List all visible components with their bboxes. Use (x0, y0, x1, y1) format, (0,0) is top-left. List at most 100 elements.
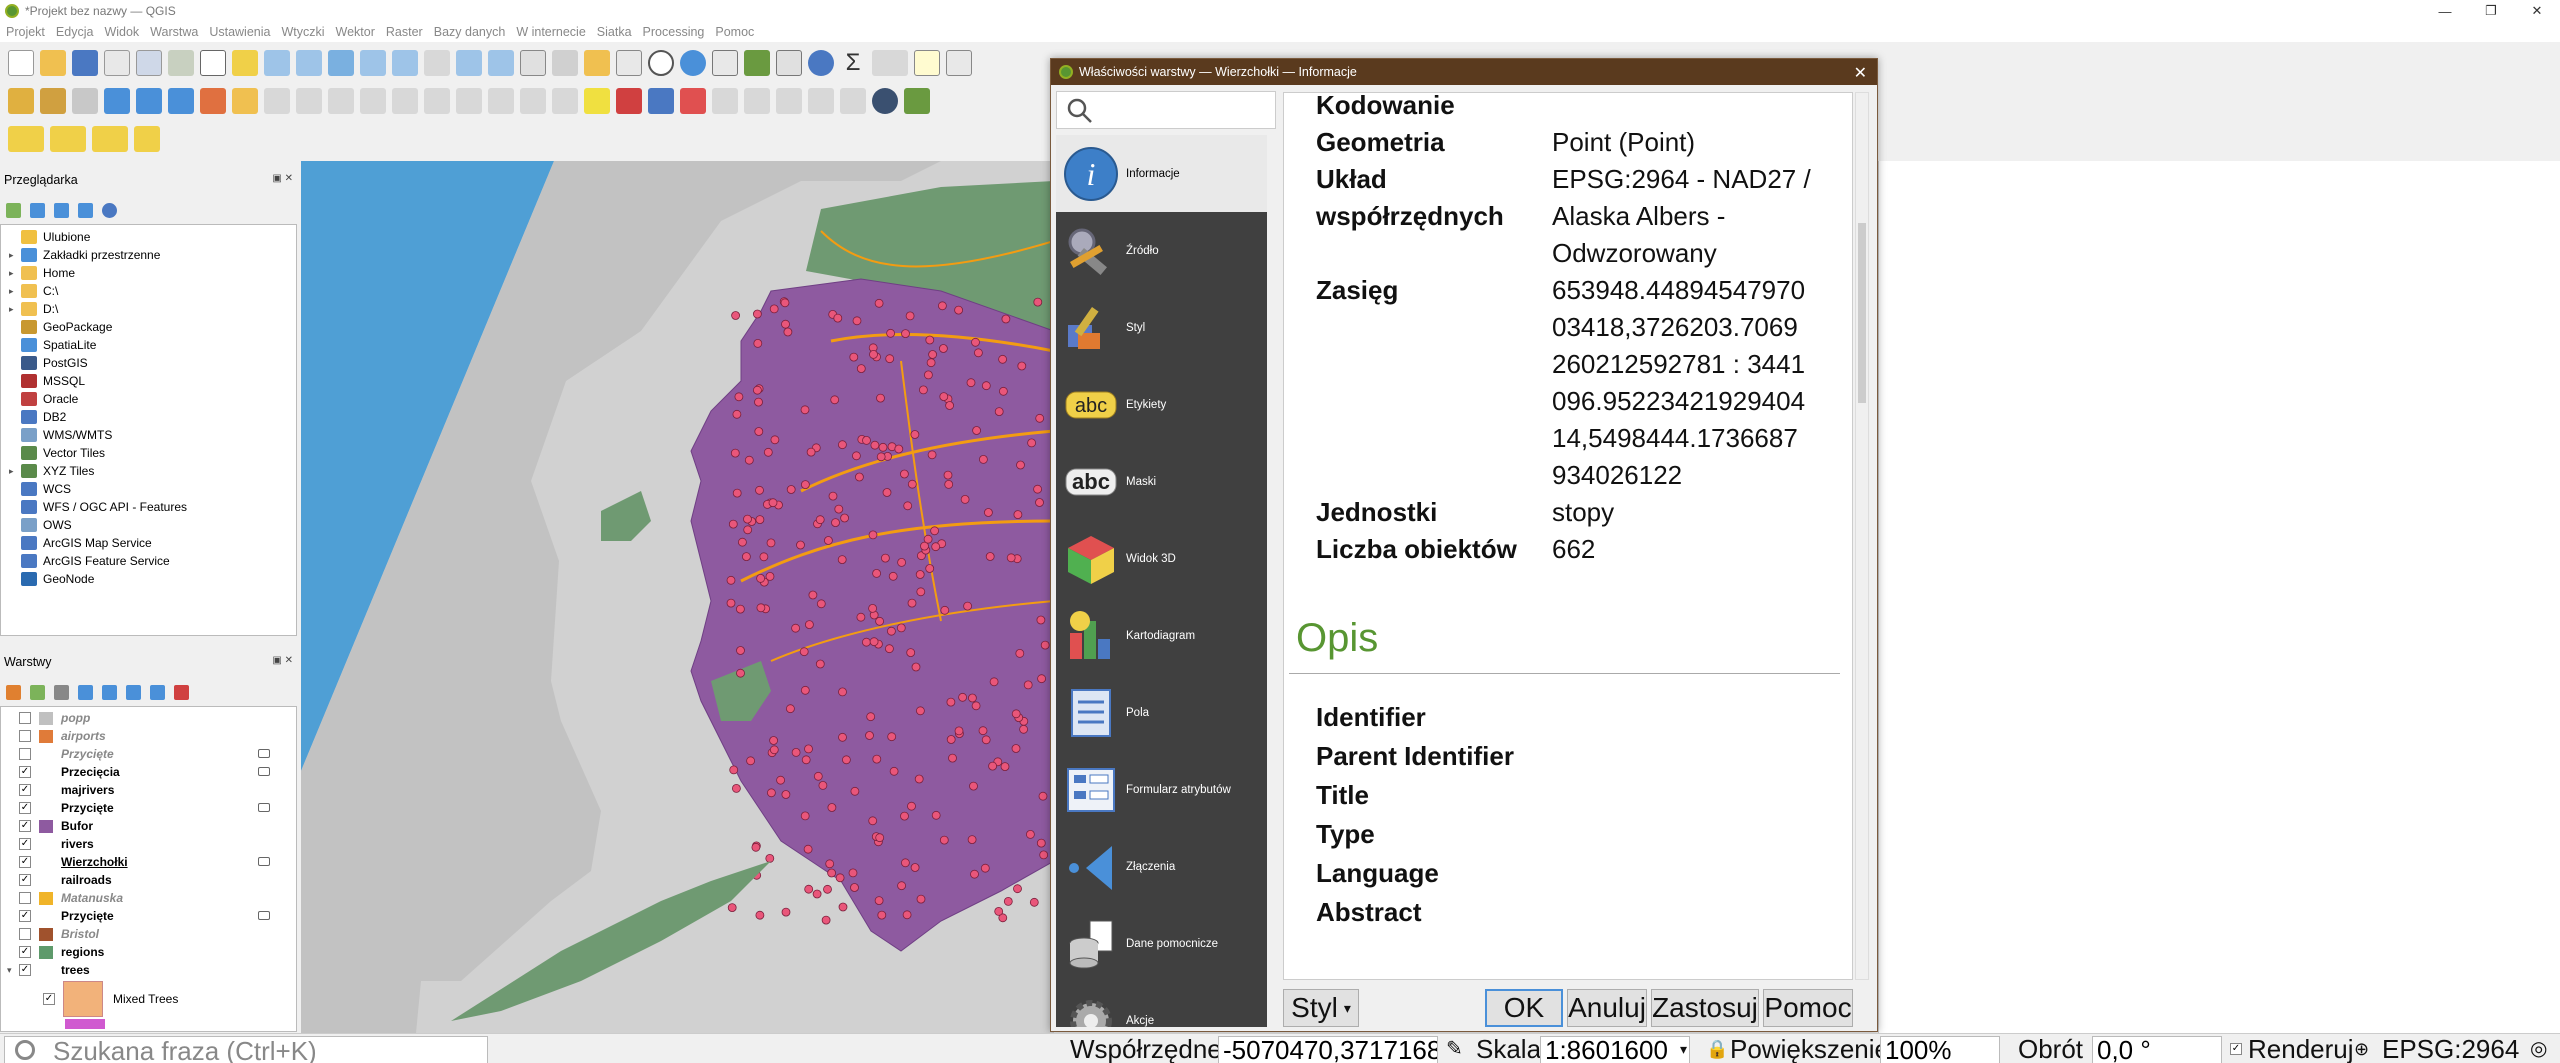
delete-selected-icon[interactable] (392, 88, 418, 114)
locator-search-input[interactable]: Szukana fraza (Ctrl+K) (4, 1036, 488, 1063)
python-console-icon[interactable] (872, 88, 898, 114)
legend-item[interactable]: ✓ Mixed Trees (1, 979, 296, 1019)
dialog-tab-akcje[interactable]: Akcje (1056, 982, 1267, 1027)
cancel-button[interactable]: Anuluj (1567, 989, 1647, 1027)
browser-item[interactable]: ▸ Home (1, 264, 296, 282)
layer-item[interactable]: Bristol (1, 925, 296, 943)
menu-edycja[interactable]: Edycja (55, 25, 94, 39)
ok-button[interactable]: OK (1485, 989, 1563, 1027)
layer-item[interactable]: ✓ Przecięcia (1, 763, 296, 781)
layer-visibility-checkbox[interactable]: ✓ (19, 910, 31, 922)
browser-item[interactable]: DB2 (1, 408, 296, 426)
layout-manager-icon[interactable] (136, 50, 162, 76)
label-change-icon[interactable] (776, 88, 802, 114)
save-edits-icon[interactable] (264, 88, 290, 114)
zoom-layer-icon[interactable] (392, 50, 418, 76)
browser-item[interactable]: ▸ C:\ (1, 282, 296, 300)
new-map-view-icon[interactable] (520, 50, 546, 76)
layer-item[interactable]: ▾ ✓ trees (1, 961, 296, 979)
new-shapefile-icon[interactable] (72, 88, 98, 114)
dialog-tab-informacje[interactable]: i Informacje (1056, 135, 1267, 212)
toggle-editing-icon[interactable] (200, 88, 226, 114)
menu-projekt[interactable]: Projekt (6, 25, 45, 39)
show-bookmarks-icon[interactable] (616, 50, 642, 76)
digitize-icon[interactable] (296, 88, 322, 114)
content-scrollbar[interactable] (1855, 92, 1869, 980)
select-by-expression-icon[interactable] (50, 126, 86, 152)
expand-arrow-icon[interactable]: ▸ (9, 285, 14, 296)
properties-icon[interactable] (102, 202, 117, 218)
messages-icon[interactable]: ◎ (2530, 1038, 2548, 1060)
crs-label[interactable]: EPSG:2964 (2382, 1034, 2520, 1063)
label-toolbar-icon[interactable] (584, 88, 610, 114)
filter-expression-icon[interactable] (102, 684, 117, 700)
paste-features-icon[interactable] (488, 88, 514, 114)
data-source-manager-icon[interactable] (8, 88, 34, 114)
menu-pomoc[interactable]: Pomoc (715, 25, 755, 39)
save-project-icon[interactable] (72, 50, 98, 76)
vertex-tool-icon[interactable] (328, 88, 354, 114)
help-button[interactable]: Pomoc (1763, 989, 1853, 1027)
identify-icon[interactable] (712, 50, 738, 76)
cut-features-icon[interactable] (424, 88, 450, 114)
layer-item[interactable]: Przycięte (1, 745, 296, 763)
label-move-icon[interactable] (712, 88, 738, 114)
layer-visibility-checkbox[interactable]: ✓ (19, 856, 31, 868)
dialog-tab-źródło[interactable]: Źródło (1056, 212, 1267, 289)
open-project-icon[interactable] (40, 50, 66, 76)
browser-item[interactable]: ArcGIS Map Service (1, 534, 296, 552)
browser-item[interactable]: ArcGIS Feature Service (1, 552, 296, 570)
layer-visibility-checkbox[interactable]: ✓ (19, 964, 31, 976)
expand-arrow-icon[interactable]: ▾ (7, 964, 12, 975)
browser-item[interactable]: SpatiaLite (1, 336, 296, 354)
scale-field[interactable]: 1:8601600 (1540, 1036, 1690, 1063)
filter-indicator-icon[interactable] (258, 749, 270, 758)
add-layer-icon[interactable] (6, 202, 21, 218)
style-dropdown-button[interactable]: Styl ▾ (1283, 989, 1359, 1027)
filter-browser-icon[interactable] (54, 202, 69, 218)
redo-icon[interactable] (552, 88, 578, 114)
new-print-layout-icon[interactable] (104, 50, 130, 76)
open-field-calculator-icon[interactable] (744, 50, 770, 76)
zoom-native-icon[interactable] (424, 50, 450, 76)
layer-item[interactable]: popp (1, 709, 296, 727)
layer-item[interactable]: Matanuska (1, 889, 296, 907)
style-manager-icon[interactable] (168, 50, 194, 76)
layer-visibility-checkbox[interactable]: ✓ (19, 802, 31, 814)
layer-item[interactable]: ✓ Bufor (1, 817, 296, 835)
map-canvas[interactable] (301, 161, 1054, 1033)
expand-arrow-icon[interactable]: ▸ (9, 303, 14, 314)
layer-visibility-checkbox[interactable]: ✓ (19, 766, 31, 778)
browser-item[interactable]: WMS/WMTS (1, 426, 296, 444)
copy-features-icon[interactable] (456, 88, 482, 114)
bookmark-icon[interactable] (584, 50, 610, 76)
layer-visibility-checkbox[interactable] (19, 712, 31, 724)
zoom-selection-icon[interactable] (360, 50, 386, 76)
refresh-icon[interactable] (680, 50, 706, 76)
remove-layer-icon[interactable] (174, 684, 189, 700)
label-pin-icon[interactable] (648, 88, 674, 114)
layer-visibility-checkbox[interactable] (19, 748, 31, 760)
current-edits-icon[interactable] (232, 88, 258, 114)
sidebar-scrollbar[interactable] (1267, 135, 1277, 1027)
dialog-search-input[interactable] (1056, 91, 1276, 129)
expand-arrow-icon[interactable]: ▸ (9, 465, 14, 476)
menu-warstwa[interactable]: Warstwa (150, 25, 199, 39)
maximize-button[interactable]: ❐ (2485, 3, 2497, 18)
browser-item[interactable]: PostGIS (1, 354, 296, 372)
dialog-tab-dane-pomocnicze[interactable]: Dane pomocnicze (1056, 905, 1267, 982)
collapse-all-icon[interactable] (78, 202, 93, 218)
layer-item[interactable]: ✓ Wierzchołki (1, 853, 296, 871)
apply-button[interactable]: Zastosuj (1651, 989, 1759, 1027)
label-rotate-icon[interactable] (744, 88, 770, 114)
diagram-change-icon[interactable] (840, 88, 866, 114)
deselect-icon[interactable] (92, 126, 128, 152)
zoom-last-icon[interactable] (456, 50, 482, 76)
annotation-icon[interactable] (946, 50, 972, 76)
collapse-layers-icon[interactable] (150, 684, 165, 700)
scrollbar-thumb[interactable] (1858, 223, 1866, 403)
menu-ustawienia[interactable]: Ustawienia (209, 25, 271, 39)
dialog-tab-kartodiagram[interactable]: Kartodiagram (1056, 597, 1267, 674)
temporal-controller-icon[interactable] (648, 50, 674, 76)
expand-arrow-icon[interactable]: ▸ (9, 249, 14, 260)
